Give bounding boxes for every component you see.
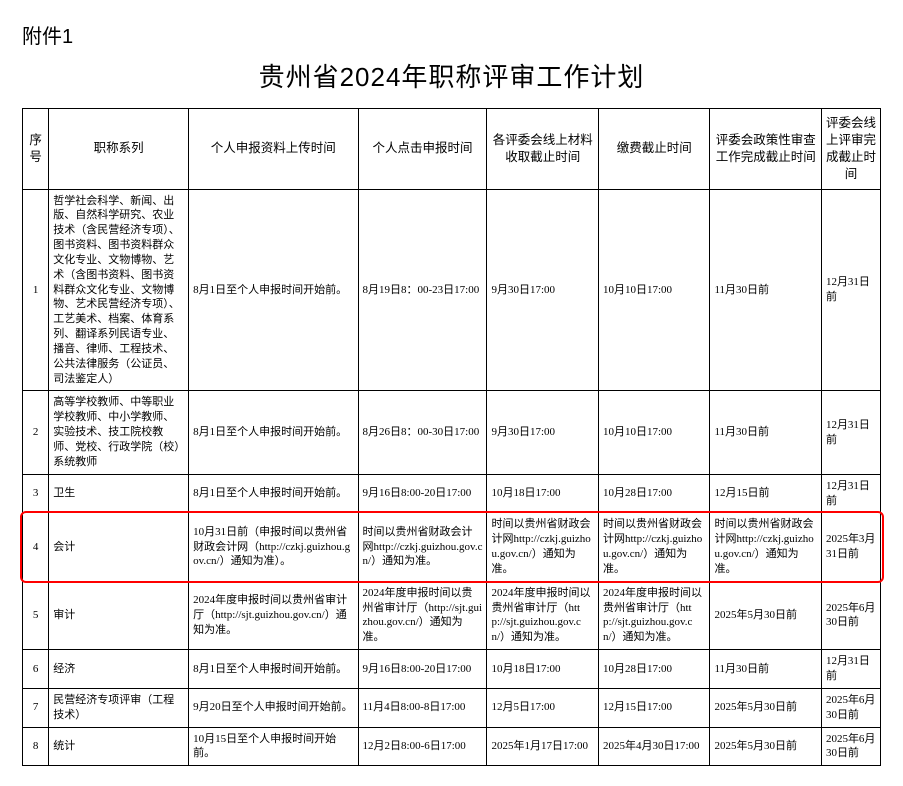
cell-pay: 10月10日17:00 bbox=[598, 189, 709, 391]
cell-upload: 10月31日前（申报时间以贵州省财政会计网（http://czkj.guizho… bbox=[189, 513, 358, 581]
cell-collect: 9月30日17:00 bbox=[487, 391, 598, 474]
cell-collect: 9月30日17:00 bbox=[487, 189, 598, 391]
cell-upload: 8月1日至个人申报时间开始前。 bbox=[189, 650, 358, 689]
th-finish: 评委会线上评审完成截止时间 bbox=[821, 109, 880, 190]
schedule-table: 序号 职称系列 个人申报资料上传时间 个人点击申报时间 各评委会线上材料收取截止… bbox=[22, 108, 881, 766]
cell-submit: 8月26日8：00-30日17:00 bbox=[358, 391, 487, 474]
attachment-label: 附件1 bbox=[22, 20, 881, 49]
cell-policy: 11月30日前 bbox=[710, 650, 821, 689]
th-submit: 个人点击申报时间 bbox=[358, 109, 487, 190]
cell-finish: 2025年3月31日前 bbox=[821, 513, 880, 581]
cell-idx: 3 bbox=[23, 474, 49, 513]
cell-finish: 12月31日前 bbox=[821, 189, 880, 391]
cell-pay: 10月28日17:00 bbox=[598, 474, 709, 513]
cell-upload: 10月15日至个人申报时间开始前。 bbox=[189, 727, 358, 766]
cell-idx: 4 bbox=[23, 513, 49, 581]
cell-finish: 2025年6月30日前 bbox=[821, 727, 880, 766]
table-row: 3卫生8月1日至个人申报时间开始前。9月16日8:00-20日17:0010月1… bbox=[23, 474, 881, 513]
cell-series: 经济 bbox=[49, 650, 189, 689]
table-row: 7民营经济专项评审（工程技术）9月20日至个人申报时间开始前。11月4日8:00… bbox=[23, 688, 881, 727]
cell-collect: 12月5日17:00 bbox=[487, 688, 598, 727]
cell-finish: 2025年6月30日前 bbox=[821, 688, 880, 727]
cell-pay: 2025年4月30日17:00 bbox=[598, 727, 709, 766]
cell-series: 会计 bbox=[49, 513, 189, 581]
cell-upload: 8月1日至个人申报时间开始前。 bbox=[189, 474, 358, 513]
cell-series: 审计 bbox=[49, 581, 189, 649]
cell-pay: 2024年度申报时间以贵州省审计厅（http://sjt.guizhou.gov… bbox=[598, 581, 709, 649]
cell-collect: 10月18日17:00 bbox=[487, 474, 598, 513]
cell-series: 民营经济专项评审（工程技术） bbox=[49, 688, 189, 727]
cell-policy: 2025年5月30日前 bbox=[710, 688, 821, 727]
th-collect: 各评委会线上材料收取截止时间 bbox=[487, 109, 598, 190]
cell-pay: 12月15日17:00 bbox=[598, 688, 709, 727]
table-row: 2高等学校教师、中等职业学校教师、中小学教师、实验技术、技工院校教师、党校、行政… bbox=[23, 391, 881, 474]
cell-finish: 2025年6月30日前 bbox=[821, 581, 880, 649]
cell-pay: 时间以贵州省财政会计网http://czkj.guizhou.gov.cn/）通… bbox=[598, 513, 709, 581]
table-row: 4会计10月31日前（申报时间以贵州省财政会计网（http://czkj.gui… bbox=[23, 513, 881, 581]
cell-idx: 7 bbox=[23, 688, 49, 727]
th-idx: 序号 bbox=[23, 109, 49, 190]
table-row: 1哲学社会科学、新闻、出版、自然科学研究、农业技术（含民营经济专项）、图书资料、… bbox=[23, 189, 881, 391]
cell-series: 统计 bbox=[49, 727, 189, 766]
cell-idx: 5 bbox=[23, 581, 49, 649]
th-upload: 个人申报资料上传时间 bbox=[189, 109, 358, 190]
main-title: 贵州省2024年职称评审工作计划 bbox=[22, 57, 881, 94]
cell-upload: 8月1日至个人申报时间开始前。 bbox=[189, 189, 358, 391]
cell-policy: 2025年5月30日前 bbox=[710, 581, 821, 649]
cell-collect: 时间以贵州省财政会计网http://czkj.guizhou.gov.cn/）通… bbox=[487, 513, 598, 581]
cell-series: 高等学校教师、中等职业学校教师、中小学教师、实验技术、技工院校教师、党校、行政学… bbox=[49, 391, 189, 474]
cell-idx: 1 bbox=[23, 189, 49, 391]
cell-policy: 11月30日前 bbox=[710, 391, 821, 474]
cell-upload: 9月20日至个人申报时间开始前。 bbox=[189, 688, 358, 727]
cell-submit: 12月2日8:00-6日17:00 bbox=[358, 727, 487, 766]
th-policy: 评委会政策性审查工作完成截止时间 bbox=[710, 109, 821, 190]
cell-series: 卫生 bbox=[49, 474, 189, 513]
cell-submit: 2024年度申报时间以贵州省审计厅（http://sjt.guizhou.gov… bbox=[358, 581, 487, 649]
cell-submit: 9月16日8:00-20日17:00 bbox=[358, 650, 487, 689]
th-pay: 缴费截止时间 bbox=[598, 109, 709, 190]
cell-collect: 2025年1月17日17:00 bbox=[487, 727, 598, 766]
table-row: 8统计10月15日至个人申报时间开始前。12月2日8:00-6日17:00202… bbox=[23, 727, 881, 766]
th-series: 职称系列 bbox=[49, 109, 189, 190]
cell-pay: 10月10日17:00 bbox=[598, 391, 709, 474]
cell-upload: 8月1日至个人申报时间开始前。 bbox=[189, 391, 358, 474]
cell-policy: 2025年5月30日前 bbox=[710, 727, 821, 766]
table-header-row: 序号 职称系列 个人申报资料上传时间 个人点击申报时间 各评委会线上材料收取截止… bbox=[23, 109, 881, 190]
cell-policy: 12月15日前 bbox=[710, 474, 821, 513]
table-row: 6经济8月1日至个人申报时间开始前。9月16日8:00-20日17:0010月1… bbox=[23, 650, 881, 689]
cell-policy: 时间以贵州省财政会计网http://czkj.guizhou.gov.cn/）通… bbox=[710, 513, 821, 581]
cell-submit: 9月16日8:00-20日17:00 bbox=[358, 474, 487, 513]
cell-policy: 11月30日前 bbox=[710, 189, 821, 391]
cell-series: 哲学社会科学、新闻、出版、自然科学研究、农业技术（含民营经济专项）、图书资料、图… bbox=[49, 189, 189, 391]
cell-pay: 10月28日17:00 bbox=[598, 650, 709, 689]
cell-submit: 时间以贵州省财政会计网http://czkj.guizhou.gov.cn/）通… bbox=[358, 513, 487, 581]
cell-finish: 12月31日前 bbox=[821, 650, 880, 689]
cell-collect: 10月18日17:00 bbox=[487, 650, 598, 689]
cell-idx: 8 bbox=[23, 727, 49, 766]
cell-finish: 12月31日前 bbox=[821, 391, 880, 474]
cell-finish: 12月31日前 bbox=[821, 474, 880, 513]
cell-submit: 11月4日8:00-8日17:00 bbox=[358, 688, 487, 727]
cell-collect: 2024年度申报时间以贵州省审计厅（http://sjt.guizhou.gov… bbox=[487, 581, 598, 649]
cell-upload: 2024年度申报时间以贵州省审计厅（http://sjt.guizhou.gov… bbox=[189, 581, 358, 649]
cell-idx: 2 bbox=[23, 391, 49, 474]
cell-idx: 6 bbox=[23, 650, 49, 689]
table-row: 5审计2024年度申报时间以贵州省审计厅（http://sjt.guizhou.… bbox=[23, 581, 881, 649]
cell-submit: 8月19日8：00-23日17:00 bbox=[358, 189, 487, 391]
page-container: 附件1 贵州省2024年职称评审工作计划 序号 职称系列 个人申报资料上传时间 … bbox=[22, 20, 881, 766]
